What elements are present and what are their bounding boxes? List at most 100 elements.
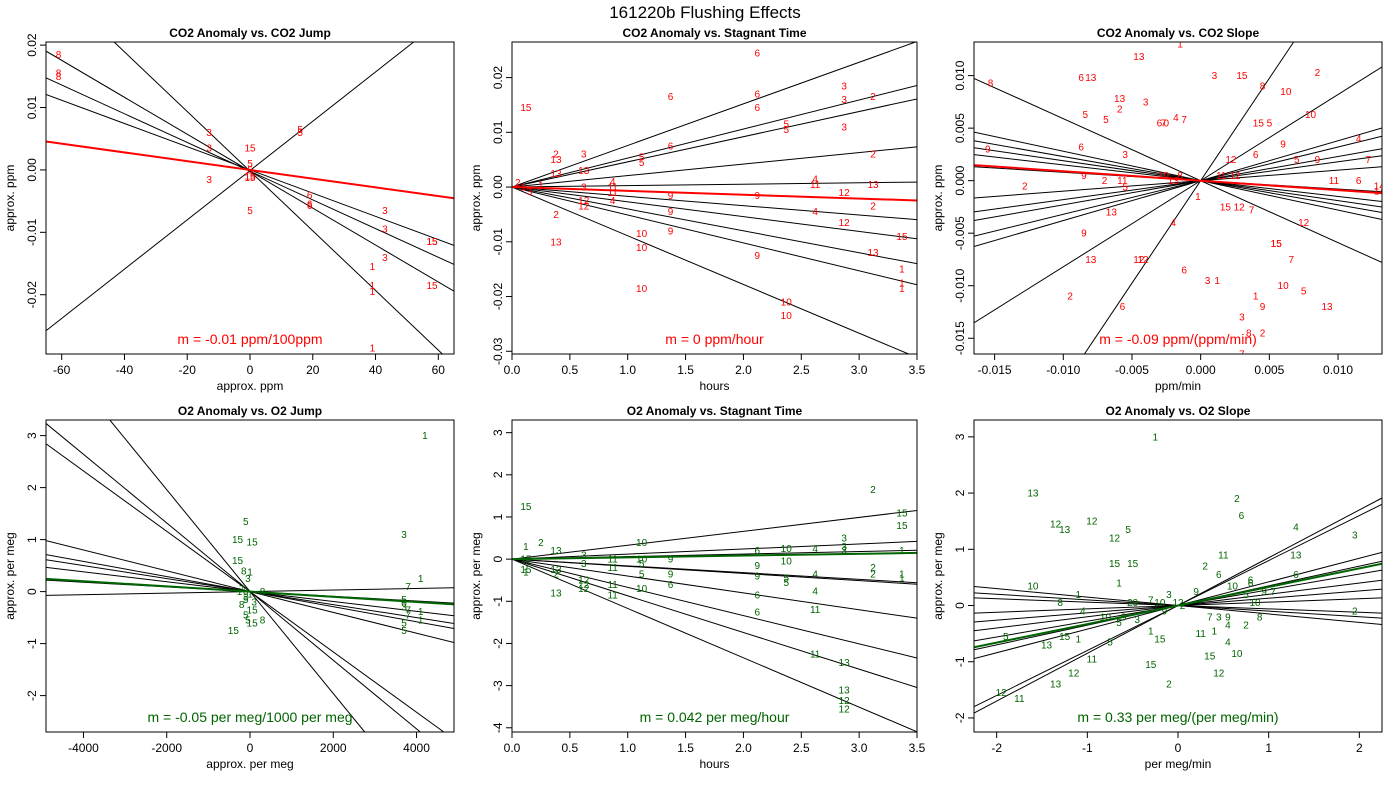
- y-tick-label: 0.00: [25, 158, 39, 182]
- data-point-label: 3: [206, 175, 212, 186]
- x-axis-label: ppm/min: [1155, 379, 1201, 393]
- data-point-label: 10: [1305, 110, 1317, 121]
- data-point-label: 13: [1085, 73, 1097, 84]
- data-point-label: 1: [1211, 626, 1217, 637]
- data-point-label: 5: [783, 574, 789, 585]
- figure-title: 161220b Flushing Effects: [609, 3, 801, 22]
- data-point-label: 2: [870, 563, 876, 574]
- data-point-label: 13: [550, 546, 562, 557]
- data-point-label: 12: [839, 696, 851, 707]
- data-point-label: 1: [1148, 626, 1154, 637]
- data-point-label: 5: [1003, 632, 1009, 643]
- data-point-label: 2: [870, 92, 876, 103]
- x-tick-label: 0.000: [1186, 363, 1216, 377]
- fit-line: [113, 42, 443, 354]
- data-point-label: 10: [636, 229, 648, 240]
- data-point-label: 13: [1114, 94, 1126, 105]
- y-tick-label: 0: [25, 588, 39, 595]
- data-point-label: 8: [56, 50, 62, 61]
- fit-line: [46, 42, 414, 332]
- data-point-label: 1: [899, 265, 905, 276]
- x-tick-label: -0.015: [978, 363, 1012, 377]
- data-point-label: 5: [639, 158, 645, 169]
- y-tick-label: 0.02: [491, 66, 505, 90]
- panel-2: CO2 Anomaly vs. Stagnant Time15213132133…: [469, 26, 926, 393]
- x-tick-label: -0.005: [1115, 363, 1149, 377]
- data-point-label: 4: [1173, 113, 1179, 124]
- data-point-label: 3: [841, 122, 847, 133]
- data-point-label: 1: [899, 284, 905, 295]
- x-tick-label: 2.0: [735, 363, 752, 377]
- data-point-label: 13: [839, 658, 851, 669]
- data-point-label: 8: [988, 78, 994, 89]
- data-point-label: 1: [418, 607, 424, 618]
- x-axis-label: approx. per meg: [206, 757, 293, 771]
- data-point-label: 11: [810, 605, 821, 616]
- data-point-label: 6: [1253, 150, 1259, 161]
- data-point-label: 3: [382, 225, 388, 236]
- data-point-label: 4: [1356, 134, 1362, 145]
- data-point-label: 2: [1102, 176, 1108, 187]
- data-point-label: 3: [1216, 612, 1222, 623]
- data-point-label: 13: [1041, 640, 1053, 651]
- data-point-label: 5: [401, 626, 407, 637]
- data-point-label: 12: [1133, 255, 1145, 266]
- data-point-label: 8: [1246, 328, 1252, 339]
- data-point-label: 9: [1261, 587, 1267, 598]
- data-point-label: 6: [668, 142, 674, 153]
- slope-annotation: m = 0 ppm/hour: [665, 331, 764, 347]
- data-point-label: 1: [1075, 590, 1081, 601]
- data-point-label: 7: [405, 582, 411, 593]
- data-point-label: 3: [841, 95, 847, 106]
- data-point-label: 12: [1213, 668, 1225, 679]
- panel-title: CO2 Anomaly vs. CO2 Slope: [1097, 26, 1260, 40]
- y-tick-label: -1: [953, 656, 967, 667]
- data-point-label: 7: [1289, 255, 1295, 266]
- y-tick-label: 0.01: [25, 96, 39, 120]
- data-point-label: 6: [307, 200, 313, 211]
- data-point-label: 4: [812, 174, 818, 185]
- x-axis-label: hours: [699, 757, 729, 771]
- data-point-label: 2: [1315, 68, 1321, 79]
- data-point-label: 12: [1068, 668, 1080, 679]
- data-point-label: 5: [297, 125, 303, 136]
- data-point-label: 10: [636, 538, 648, 549]
- data-point-label: 10: [1154, 598, 1166, 609]
- data-point-label: 3: [581, 183, 587, 194]
- data-point-label: 2: [1202, 562, 1208, 573]
- data-point-label: 15: [520, 103, 532, 114]
- data-point-label: 1: [523, 567, 529, 578]
- data-point-label: 1: [1116, 579, 1122, 590]
- data-point-label: 10: [1280, 87, 1292, 98]
- data-point-label: 15: [247, 605, 259, 616]
- data-point-label: 15: [1271, 239, 1283, 250]
- data-point-label: 1: [1177, 40, 1183, 51]
- x-tick-label: 3.0: [851, 741, 868, 755]
- data-point-label: 1: [1153, 432, 1159, 443]
- data-point-label: 12: [1225, 155, 1237, 166]
- data-point-label: 3: [841, 81, 847, 92]
- data-point-label: 1: [899, 278, 905, 289]
- y-tick-label: -0.015: [953, 321, 967, 355]
- x-tick-label: -60: [53, 363, 71, 377]
- data-point-label: 14: [1374, 181, 1386, 192]
- data-point-label: 3: [1143, 97, 1149, 108]
- fit-line: [974, 154, 1382, 202]
- data-point-label: 8: [1264, 29, 1270, 40]
- data-point-label: 13: [1290, 550, 1302, 561]
- data-point-label: 6: [755, 590, 761, 601]
- data-point-label: 1: [1075, 635, 1081, 646]
- data-point-label: 3: [581, 150, 587, 161]
- data-point-label: 13: [1150, 730, 1162, 741]
- fit-line: [512, 85, 917, 188]
- data-point-label: 3: [527, 187, 533, 198]
- data-point-label: 12: [578, 202, 590, 213]
- data-point-label: 6: [307, 190, 313, 201]
- data-point-label: 13: [1133, 52, 1145, 63]
- fit-line: [974, 66, 1382, 324]
